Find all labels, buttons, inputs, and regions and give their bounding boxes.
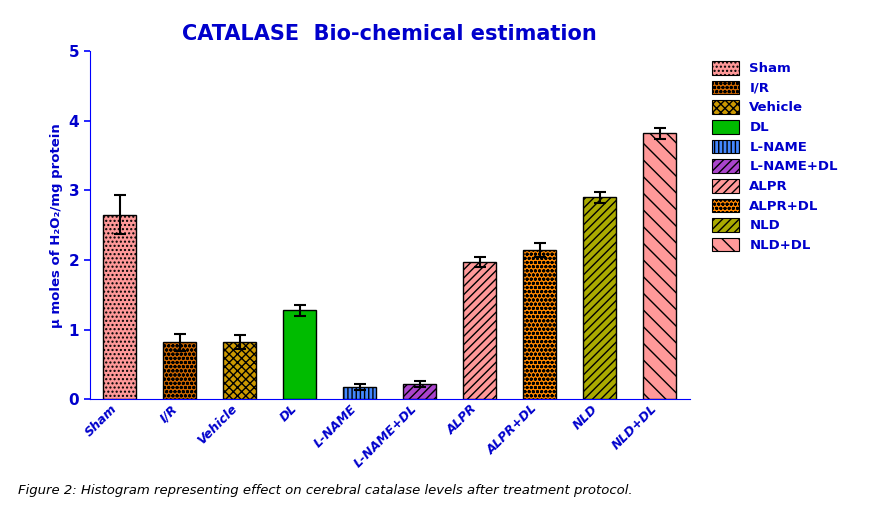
Bar bbox=[163, 342, 196, 399]
Bar bbox=[403, 384, 436, 399]
Legend: Sham, I/R, Vehicle, DL, L-NAME, L-NAME+DL, ALPR, ALPR+DL, NLD, NLD+DL: Sham, I/R, Vehicle, DL, L-NAME, L-NAME+D… bbox=[708, 57, 841, 255]
Title: CATALASE  Bio-chemical estimation: CATALASE Bio-chemical estimation bbox=[183, 24, 597, 44]
Y-axis label: μ moles of H₂O₂/mg protein: μ moles of H₂O₂/mg protein bbox=[50, 123, 63, 328]
Bar bbox=[523, 250, 556, 399]
Bar bbox=[463, 262, 496, 399]
Text: Figure 2: Histogram representing effect on cerebral catalase levels after treatm: Figure 2: Histogram representing effect … bbox=[18, 484, 633, 497]
Bar bbox=[583, 198, 616, 399]
Bar bbox=[223, 342, 256, 399]
Bar bbox=[643, 133, 676, 399]
Bar bbox=[283, 310, 316, 399]
Bar bbox=[343, 387, 376, 399]
Bar bbox=[103, 215, 136, 399]
